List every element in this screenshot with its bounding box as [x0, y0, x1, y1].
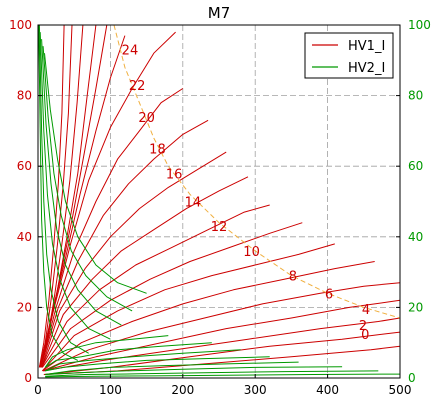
- plot-frame: [37, 24, 401, 379]
- y2-tick-label: 60: [408, 159, 423, 173]
- hv1-line-5: [39, 35, 126, 368]
- y-tick-label: 100: [9, 18, 32, 32]
- contour-label: 18: [149, 143, 166, 158]
- hv2-line-21: [38, 24, 89, 354]
- hv2-line-29: [45, 356, 270, 372]
- hv1-line-8: [40, 119, 209, 368]
- hv2-line-23: [41, 39, 122, 326]
- hv1-line-15: [42, 282, 401, 372]
- hv1-line-9: [41, 151, 227, 368]
- x-tick-label: 0: [34, 383, 42, 397]
- contour-label: 16: [166, 167, 183, 182]
- contour-label: 12: [211, 220, 228, 235]
- x-tick-label: 100: [99, 383, 122, 397]
- guide-line: [113, 24, 401, 319]
- hv1-line-0: [38, 24, 65, 368]
- y2-tick-label: 80: [408, 89, 423, 103]
- y-tick-label: 60: [17, 159, 32, 173]
- chart-title: M7: [208, 4, 231, 22]
- contour-label: 8: [289, 270, 297, 285]
- contour-label: 20: [138, 111, 155, 126]
- contour-label: 22: [129, 79, 146, 94]
- hv2-line-28: [44, 349, 241, 372]
- hv2-line-26: [44, 335, 169, 368]
- series-layer: [38, 24, 401, 378]
- y2-tick-label: 40: [408, 230, 423, 244]
- y2-tick-label: 100: [408, 18, 431, 32]
- x-tick-label: 500: [389, 383, 412, 397]
- x-tick-label: 400: [316, 383, 339, 397]
- hv1-line-7: [40, 88, 184, 368]
- hv2-line-27: [44, 342, 212, 368]
- hv2-line-24: [42, 46, 133, 312]
- plot-area: [38, 25, 400, 378]
- contour-label: 4: [362, 303, 370, 318]
- y-tick-label: 80: [17, 89, 32, 103]
- contour-label: 0: [361, 328, 369, 343]
- hv1-line-10: [41, 176, 249, 368]
- legend: HV1_I HV2_I: [304, 32, 394, 79]
- x-tick-label: 200: [171, 383, 194, 397]
- hv1-line-12: [41, 222, 303, 368]
- hv1-line-13: [41, 243, 335, 372]
- y-tick-label: 0: [24, 371, 32, 385]
- hv1-line-16: [42, 299, 401, 372]
- contour-label: 14: [185, 196, 202, 211]
- guide-layer: [113, 24, 401, 319]
- hv1-line-17: [43, 317, 401, 372]
- x-tick-label: 300: [244, 383, 267, 397]
- hv2-line-20: [38, 24, 79, 361]
- contour-label: 10: [243, 245, 260, 260]
- grid-layer: [38, 25, 400, 378]
- y-tick-label: 40: [17, 230, 32, 244]
- hv1-line-6: [40, 31, 176, 368]
- contour-label: 6: [325, 287, 333, 302]
- hv2-line-30: [45, 361, 299, 375]
- contour-label: 24: [122, 44, 139, 59]
- hv1-line-14: [42, 261, 375, 372]
- hv1-line-11: [41, 204, 270, 368]
- y2-tick-label: 0: [408, 371, 416, 385]
- hv2-line-31: [45, 366, 343, 375]
- hv2-line-32: [45, 370, 379, 377]
- legend-box: [304, 32, 394, 79]
- legend-label-hv2: HV2_I: [348, 61, 385, 76]
- legend-label-hv1: HV1_I: [348, 39, 385, 54]
- hv2-line-22: [39, 32, 111, 340]
- hv2-line-25: [44, 53, 147, 294]
- y-tick-label: 20: [17, 300, 32, 314]
- contour-label: 2: [359, 319, 367, 334]
- y2-tick-label: 20: [408, 300, 423, 314]
